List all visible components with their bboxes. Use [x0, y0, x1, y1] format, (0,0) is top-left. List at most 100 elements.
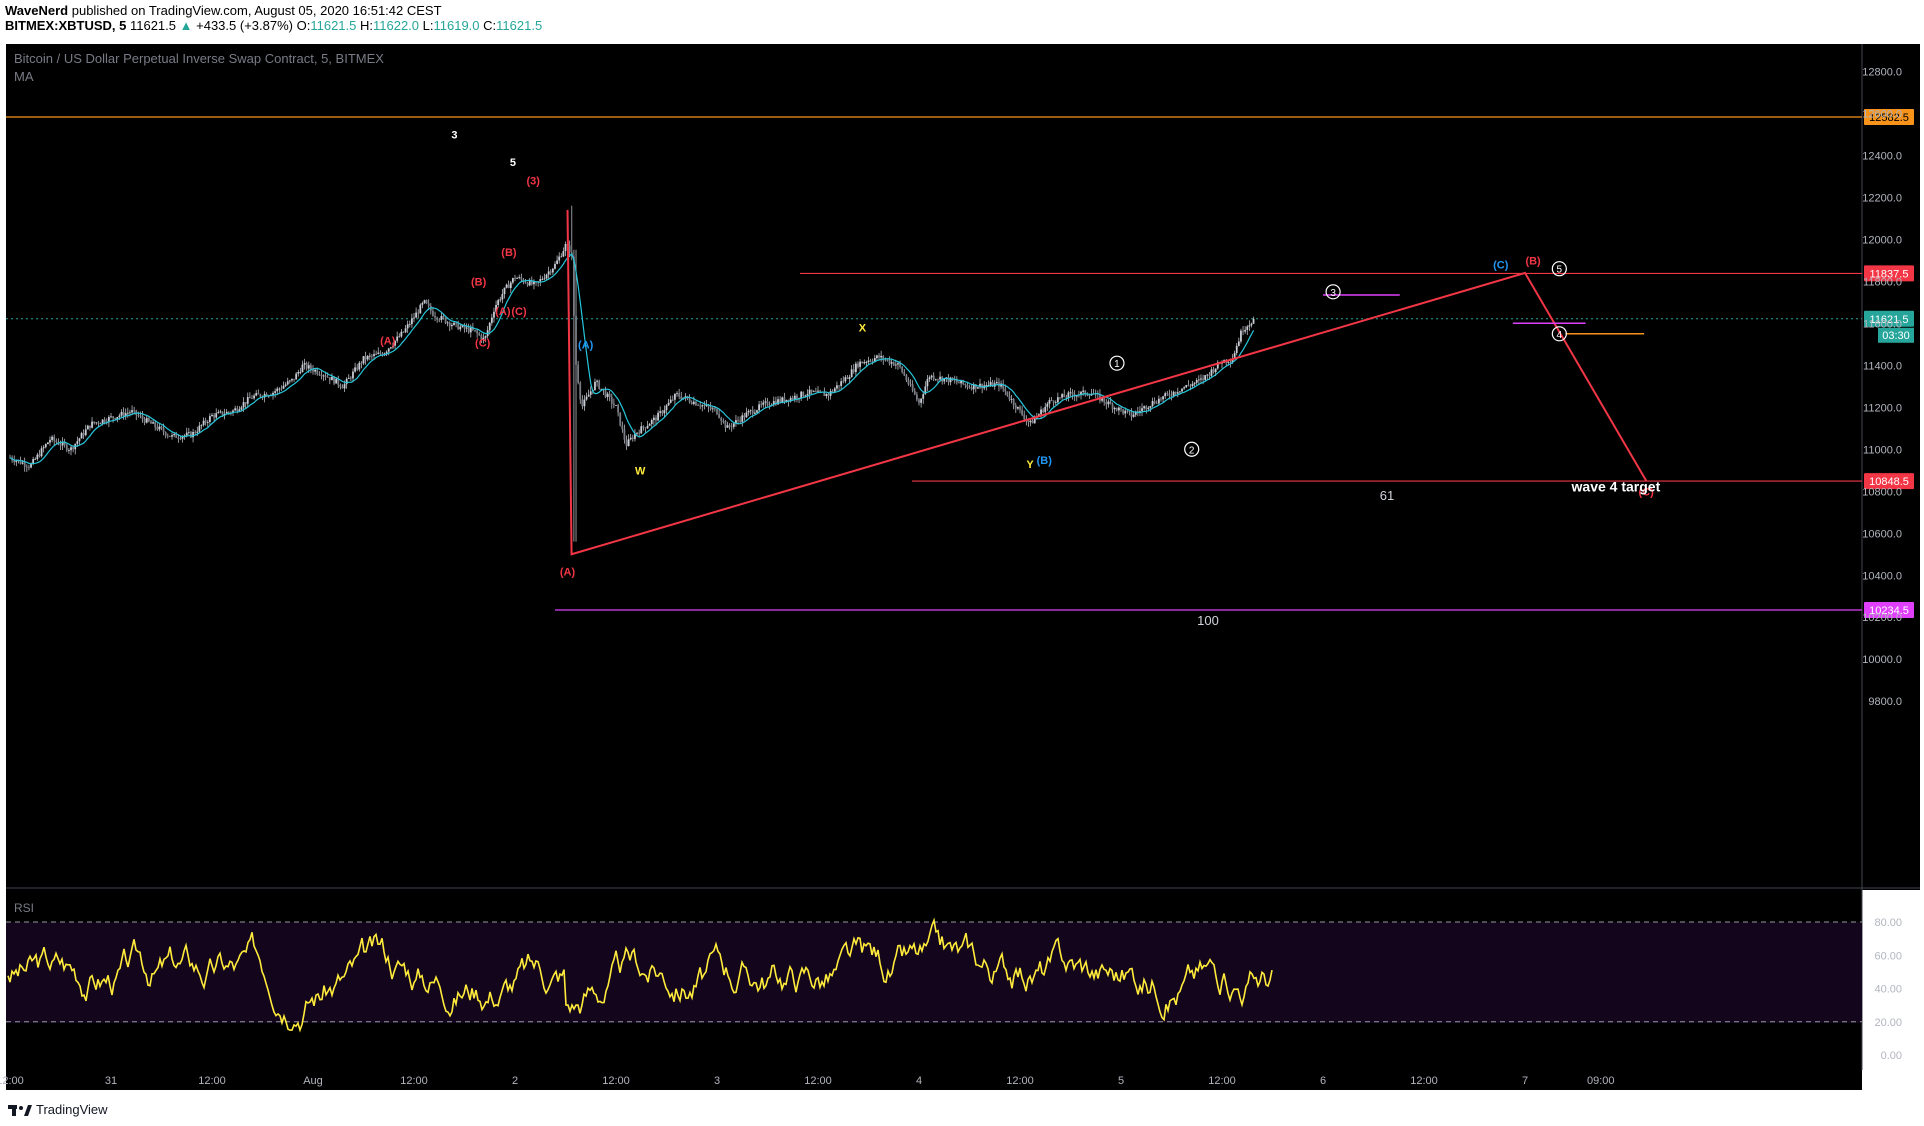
candle-body: [59, 444, 62, 446]
candle-body: [867, 360, 870, 363]
candle-body: [349, 377, 352, 379]
candle-body: [415, 312, 418, 318]
rsi-tick-label: 20.00: [1874, 1017, 1902, 1029]
candle-body: [541, 279, 544, 280]
candle-body: [124, 413, 127, 417]
author-name[interactable]: WaveNerd: [5, 3, 69, 18]
candle-body: [514, 278, 516, 279]
candle-body: [1200, 378, 1202, 380]
candle-body: [1046, 403, 1049, 407]
candle-body: [1166, 393, 1169, 395]
candle-body: [396, 336, 399, 341]
candle-body: [915, 394, 918, 400]
candle-body: [768, 405, 771, 406]
price-level-tag: [1864, 109, 1914, 125]
price-chart[interactable]: 12582.5 11837.5 11621.5 10848.5 10234.5 03:30…: [0, 0, 1924, 1100]
wave-circle: [1551, 326, 1567, 342]
time-tick-label: 12:00: [0, 1075, 24, 1087]
candle-body: [413, 317, 415, 319]
candle-body: [356, 367, 359, 370]
low-value: 11619.0: [433, 18, 480, 33]
candle-body: [1191, 383, 1194, 387]
price-level-value: 10234.5: [1869, 605, 1909, 617]
candle-body: [671, 399, 674, 401]
candle-body: [291, 378, 293, 381]
ma-indicator-label[interactable]: MA: [14, 69, 34, 84]
candle-body: [1080, 391, 1082, 395]
tradingview-footer[interactable]: TradingView: [8, 1102, 108, 1117]
high-value: 11622.0: [373, 18, 420, 33]
candle-body: [93, 421, 96, 424]
wave-label: (B): [1037, 455, 1053, 467]
candle-body: [974, 384, 977, 389]
candle-body: [181, 436, 184, 439]
candle-body: [1059, 397, 1061, 399]
rsi-tick-label: 80.00: [1874, 917, 1902, 929]
candle-body: [158, 426, 161, 430]
wave-circle: [1184, 441, 1200, 457]
candle-body: [758, 404, 760, 411]
candle-body: [436, 317, 439, 320]
candle-body: [735, 420, 737, 424]
price-tick-label: 12200.0: [1862, 192, 1902, 204]
price-level-tag: [1864, 265, 1914, 282]
candle-body: [501, 294, 504, 300]
candle-body: [547, 271, 550, 275]
candle-body: [884, 359, 887, 361]
time-tick-label: 12:00: [400, 1075, 428, 1087]
candle-body: [713, 408, 716, 410]
candle-body: [1134, 411, 1137, 415]
candle-body: [1002, 383, 1005, 389]
candle-body: [162, 428, 165, 433]
candle-body: [244, 402, 247, 404]
price-level-value: 11837.5: [1870, 268, 1909, 280]
price-tick-label: 12600.0: [1862, 108, 1902, 120]
candle-body: [278, 388, 281, 390]
candle-body: [955, 380, 958, 383]
candle-body: [652, 417, 655, 421]
candle-body: [827, 393, 830, 396]
countdown-value: 03:30: [1882, 330, 1910, 342]
candle-body: [103, 419, 106, 423]
candle-body: [276, 388, 279, 392]
candle-body: [962, 380, 965, 385]
candle-body: [562, 251, 565, 257]
candle-body: [450, 324, 453, 327]
candle-body: [1139, 411, 1141, 412]
candle-body: [1183, 387, 1186, 389]
candle-body: [442, 316, 445, 319]
price-tick-label: 11400.0: [1863, 360, 1902, 372]
candle-body: [84, 429, 87, 436]
candle-body: [589, 391, 592, 395]
rsi-indicator-label[interactable]: RSI: [14, 901, 34, 915]
candle-body: [175, 433, 178, 438]
candle-body: [282, 386, 285, 389]
candle-body: [202, 420, 205, 425]
candle-body: [949, 377, 952, 383]
candle-body: [95, 422, 98, 424]
candle-body: [425, 300, 428, 304]
candle-body: [364, 356, 367, 360]
candle-body: [259, 394, 262, 397]
candle-body: [126, 412, 129, 414]
candle-body: [215, 413, 218, 418]
drawings-layer: [566, 209, 1648, 556]
candle-body: [169, 435, 171, 437]
candle-body: [690, 402, 693, 405]
candle-body: [484, 336, 487, 338]
candle-body: [246, 397, 249, 404]
candle-body: [718, 414, 721, 418]
candle-body: [1250, 323, 1253, 326]
candle-body: [709, 407, 712, 410]
candle-body: [518, 277, 521, 279]
candle-body: [947, 377, 950, 383]
candle-body: [362, 356, 365, 364]
candle-body: [438, 319, 441, 321]
price-tick-label: 11200.0: [1863, 402, 1902, 414]
candle-body: [322, 375, 325, 377]
candle-body: [394, 340, 396, 346]
candle-body: [177, 437, 180, 439]
candle-body: [19, 460, 22, 464]
candle-body: [960, 380, 962, 384]
candle-body: [705, 405, 708, 406]
